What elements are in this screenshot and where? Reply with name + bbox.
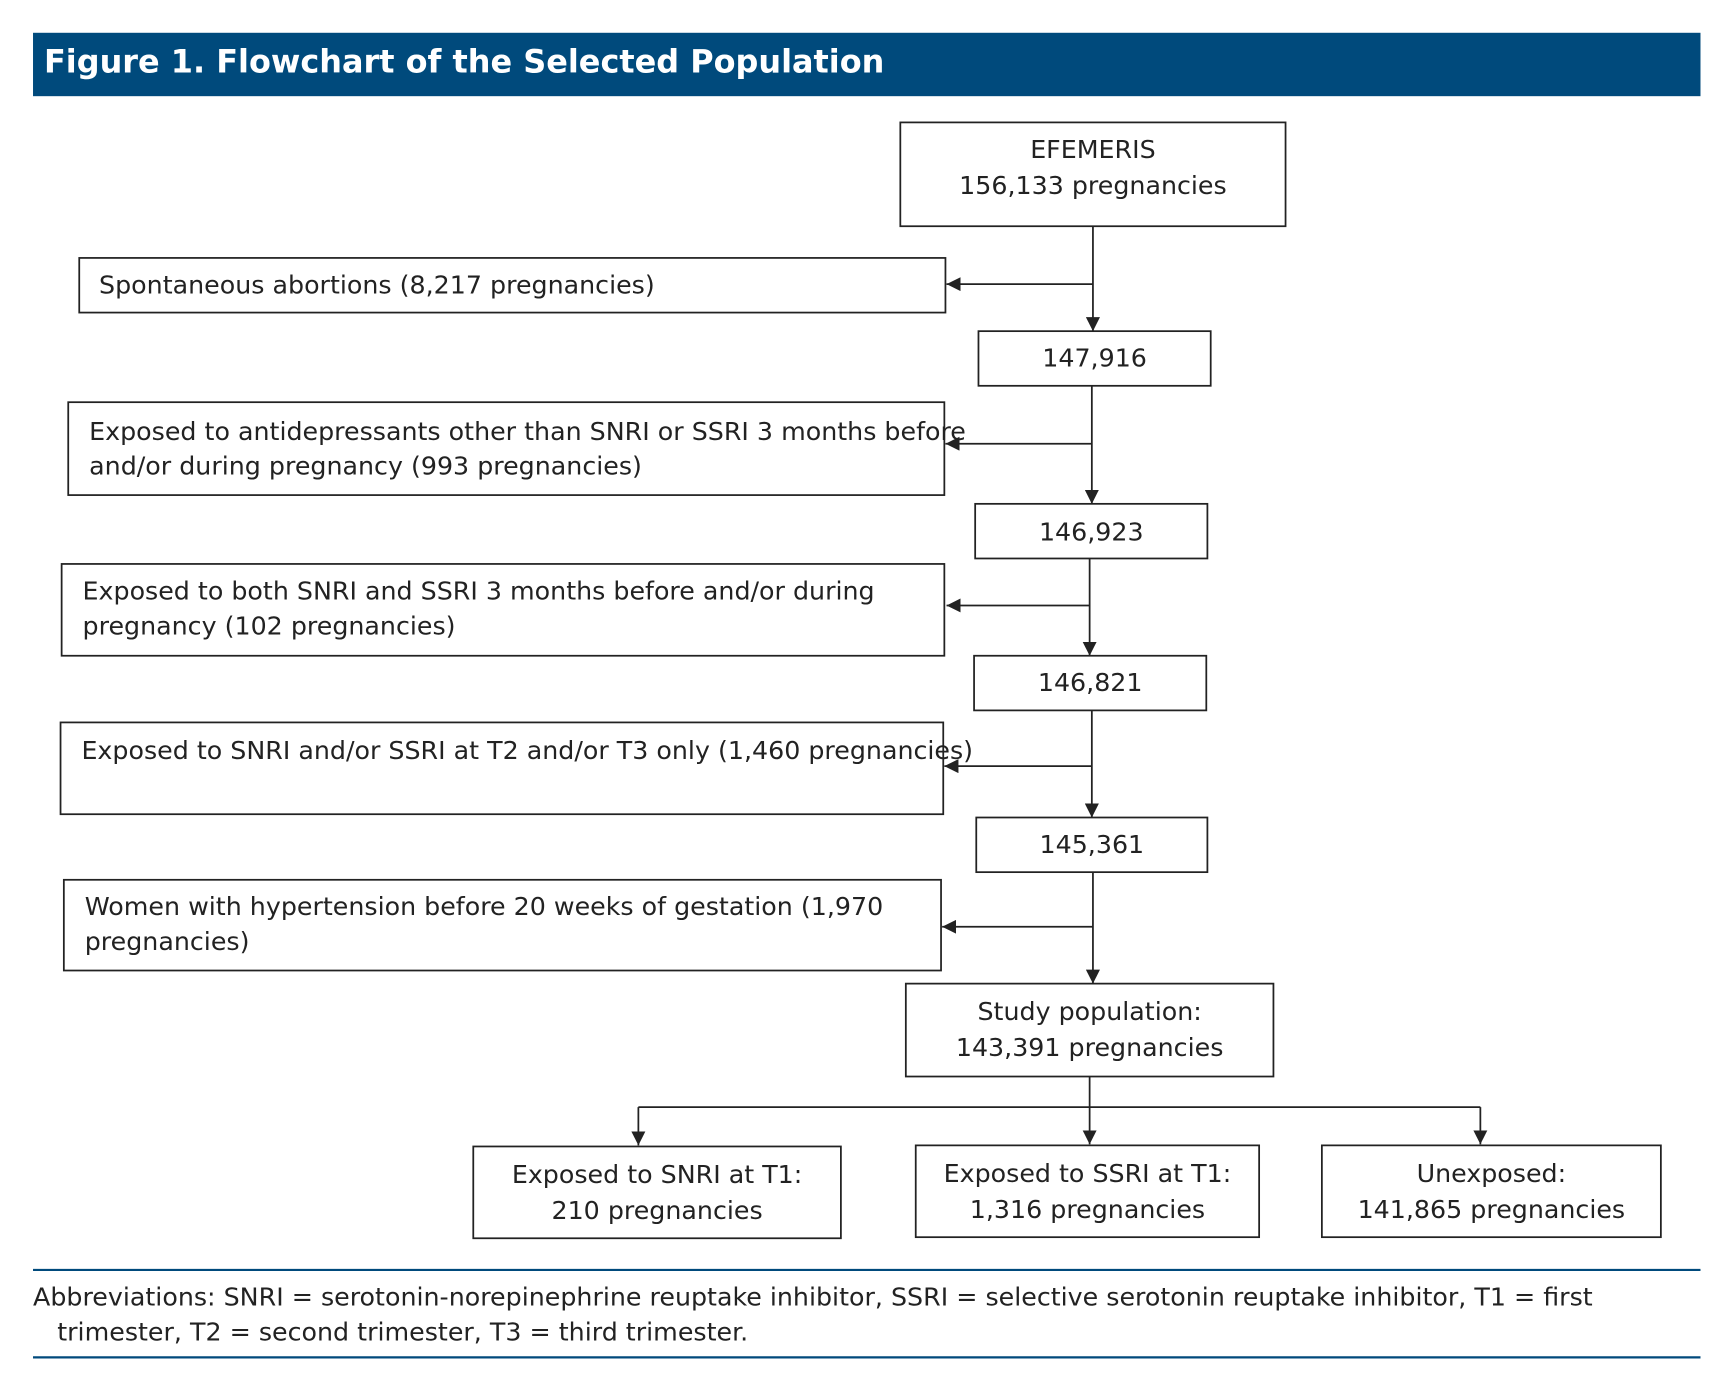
box	[973, 654, 1208, 712]
box-text: 147,916	[1042, 344, 1147, 373]
box	[974, 502, 1209, 560]
box-text: pregnancies)	[85, 927, 250, 956]
footnote: trimester, T2 = second trimester, T3 = t…	[57, 1317, 748, 1346]
box-text: 146,821	[1038, 668, 1143, 697]
diagram: EFEMERIS 156,133 pregnancies 147,916 146,92…	[59, 121, 1662, 1240]
box	[1320, 1144, 1662, 1239]
box-text: Exposed to SNRI at T1:	[512, 1160, 802, 1189]
box-text: Women with hypertension before 20 weeks …	[85, 892, 883, 921]
box	[975, 816, 1209, 874]
box	[67, 401, 946, 496]
box	[914, 1144, 1261, 1239]
box-text: Exposed to both SNRI and SSRI 3 months b…	[83, 576, 875, 605]
box	[59, 721, 945, 816]
box-text: EFEMERIS	[1030, 135, 1155, 164]
box-text: and/or during pregnancy (993 pregnancies…	[89, 452, 642, 481]
box-text: Exposed to SNRI and/or SSRI at T2 and/or…	[81, 736, 973, 765]
box-text: 156,133 pregnancies	[959, 171, 1227, 200]
box-text: pregnancy (102 pregnancies)	[83, 611, 456, 640]
box-text: Unexposed:	[1417, 1159, 1567, 1188]
figure-title: Figure 1. Flowchart of the Selected Popu…	[44, 43, 884, 80]
box-text: Spontaneous abortions (8,217 pregnancies…	[99, 270, 655, 299]
box-text: 141,865 pregnancies	[1358, 1195, 1626, 1224]
box-text: 145,361	[1040, 830, 1145, 859]
footnote: Abbreviations: SNRI = serotonin-norepine…	[33, 1282, 1593, 1311]
box-text: Study population:	[977, 997, 1201, 1026]
box	[472, 1145, 842, 1240]
box-text: Exposed to antidepressants other than SN…	[89, 417, 966, 446]
box	[977, 330, 1212, 387]
header-bar	[33, 32, 1701, 97]
box-text: Exposed to SSRI at T1:	[944, 1159, 1232, 1188]
box	[899, 121, 1287, 228]
box-text: 143,391 pregnancies	[956, 1033, 1224, 1062]
box	[62, 878, 942, 972]
box-text: 1,316 pregnancies	[970, 1195, 1205, 1224]
box	[60, 563, 946, 657]
box	[78, 257, 947, 314]
box-text: 146,923	[1039, 517, 1144, 546]
box-text: 210 pregnancies	[551, 1196, 762, 1225]
